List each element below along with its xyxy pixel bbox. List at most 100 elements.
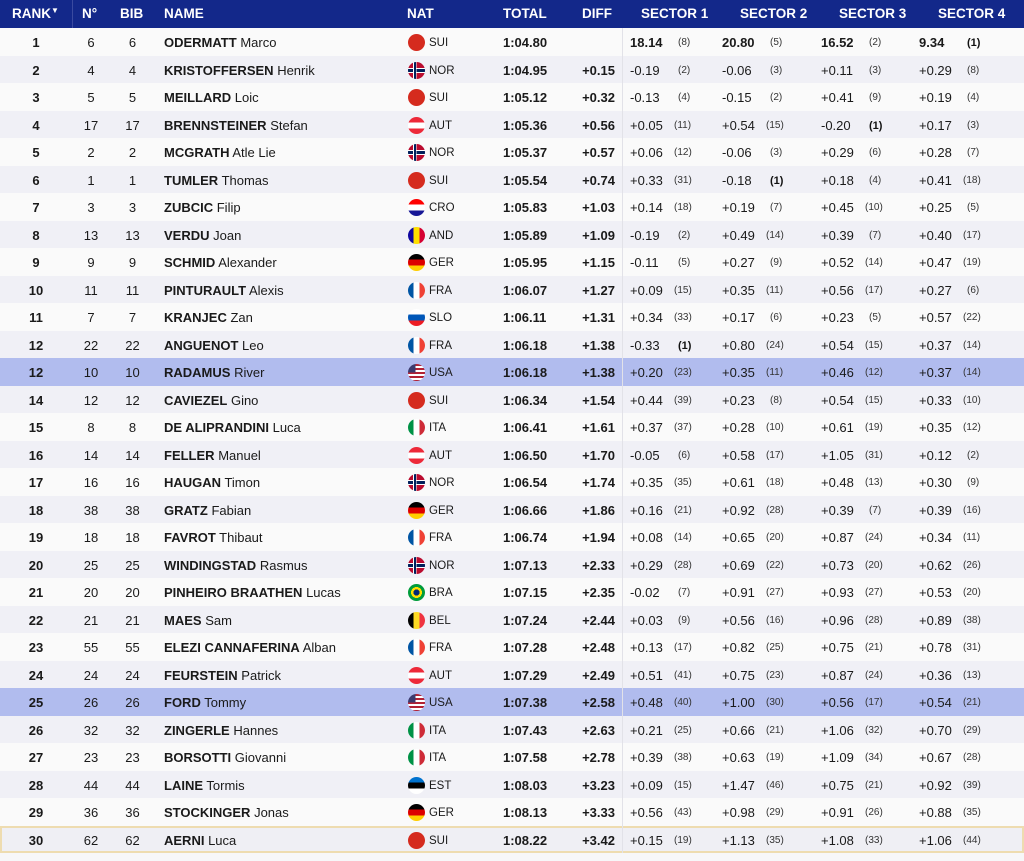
result-row[interactable]: 11 7 7 KRANJEC Zan SLO 1:06.11 +1.31 +0.3… bbox=[0, 303, 1024, 331]
athlete-name[interactable]: WINDINGSTAD Rasmus bbox=[164, 558, 308, 573]
bib: 8 bbox=[128, 420, 137, 435]
athlete-name[interactable]: MEILLARD Loic bbox=[164, 90, 259, 105]
result-row[interactable]: 17 16 16 HAUGAN Timon NOR 1:06.54 +1.74 +… bbox=[0, 468, 1024, 496]
result-row[interactable]: 7 3 3 ZUBCIC Filip CRO 1:05.83 +1.03 +0.1… bbox=[0, 193, 1024, 221]
last-name: FEURSTEIN bbox=[164, 667, 238, 683]
athlete-name[interactable]: FORD Tommy bbox=[164, 695, 246, 710]
column-sector-2[interactable]: SECTOR 2 bbox=[740, 6, 808, 21]
result-row[interactable]: 1 6 6 ODERMATT Marco SUI 1:04.80 18.14 (… bbox=[0, 28, 1024, 56]
athlete-name[interactable]: PINHEIRO BRAATHEN Lucas bbox=[164, 585, 341, 600]
athlete-name[interactable]: AERNI Luca bbox=[164, 833, 236, 848]
result-row[interactable]: 10 11 11 PINTURAULT Alexis FRA 1:06.07 +… bbox=[0, 275, 1024, 303]
result-row[interactable]: 5 2 2 MCGRATH Atle Lie NOR 1:05.37 +0.57… bbox=[0, 138, 1024, 166]
result-row[interactable]: 18 38 38 GRATZ Fabian GER 1:06.66 +1.86 +… bbox=[0, 495, 1024, 523]
result-row[interactable]: 22 21 21 MAES Sam BEL 1:07.24 +2.44 +0.03… bbox=[0, 605, 1024, 633]
column-divider bbox=[622, 578, 623, 606]
result-row[interactable]: 16 14 14 FELLER Manuel AUT 1:06.50 +1.70… bbox=[0, 440, 1024, 468]
column-divider bbox=[622, 605, 623, 633]
column-name[interactable]: NAME bbox=[164, 6, 204, 21]
column-bib[interactable]: BIB bbox=[120, 6, 144, 21]
sector-2-time: +0.49 bbox=[722, 227, 755, 243]
sector-3-rank: (1) bbox=[869, 119, 883, 132]
athlete-name[interactable]: ZUBCIC Filip bbox=[164, 200, 241, 215]
result-row[interactable]: 24 24 24 FEURSTEIN Patrick AUT 1:07.29 +… bbox=[0, 660, 1024, 688]
result-row[interactable]: 9 9 9 SCHMID Alexander GER 1:05.95 +1.15… bbox=[0, 248, 1024, 276]
result-row[interactable]: 6 1 1 TUMLER Thomas SUI 1:05.54 +0.74 +0.… bbox=[0, 165, 1024, 193]
athlete-name[interactable]: CAVIEZEL Gino bbox=[164, 393, 258, 408]
last-name: LAINE bbox=[164, 777, 203, 793]
rank: 29 bbox=[28, 805, 44, 820]
column-divider bbox=[622, 523, 623, 551]
column-diff[interactable]: DIFF bbox=[582, 6, 612, 21]
sector-3-rank: (28) bbox=[865, 614, 883, 626]
result-row[interactable]: 14 12 12 CAVIEZEL Gino SUI 1:06.34 +1.54… bbox=[0, 385, 1024, 413]
column-sector-3[interactable]: SECTOR 3 bbox=[839, 6, 907, 21]
result-row[interactable]: 15 8 8 DE ALIPRANDINI Luca ITA 1:06.41 +… bbox=[0, 413, 1024, 441]
sector-4-time: +0.25 bbox=[919, 200, 952, 215]
athlete-name[interactable]: HAUGAN Timon bbox=[164, 475, 260, 490]
athlete-name[interactable]: KRANJEC Zan bbox=[164, 310, 253, 325]
nation-code: AUT bbox=[429, 669, 452, 682]
column-sector-1[interactable]: SECTOR 1 bbox=[641, 6, 709, 21]
athlete-name[interactable]: STOCKINGER Jonas bbox=[164, 805, 289, 820]
total-time: 1:04.95 bbox=[503, 62, 548, 78]
nation-code: SUI bbox=[429, 834, 449, 847]
result-row[interactable]: 21 20 20 PINHEIRO BRAATHEN Lucas BRA 1:0… bbox=[0, 578, 1024, 606]
sector-4-time: +0.37 bbox=[919, 365, 952, 380]
athlete-name[interactable]: ZINGERLE Hannes bbox=[164, 723, 278, 738]
sector-1-rank: (6) bbox=[678, 449, 691, 461]
athlete-name[interactable]: VERDU Joan bbox=[164, 228, 241, 243]
result-row[interactable]: 8 13 13 VERDU Joan AND 1:05.89 +1.09 -0.1… bbox=[0, 220, 1024, 248]
result-row[interactable]: 29 36 36 STOCKINGER Jonas GER 1:08.13 +3… bbox=[0, 798, 1024, 826]
column-total[interactable]: TOTAL bbox=[503, 6, 547, 21]
bib: 22 bbox=[125, 337, 140, 353]
athlete-name[interactable]: DE ALIPRANDINI Luca bbox=[164, 420, 301, 435]
result-row[interactable]: 12 10 10 RADAMUS River USA 1:06.18 +1.38… bbox=[0, 358, 1024, 386]
result-row[interactable]: 28 44 44 LAINE Tormis EST 1:08.03 +3.23 +… bbox=[0, 770, 1024, 798]
result-row[interactable]: 26 32 32 ZINGERLE Hannes ITA 1:07.43 +2.… bbox=[0, 715, 1024, 743]
athlete-name[interactable]: TUMLER Thomas bbox=[164, 173, 269, 188]
column-sector-4[interactable]: SECTOR 4 bbox=[938, 6, 1006, 21]
athlete-name[interactable]: KRISTOFFERSEN Henrik bbox=[164, 63, 315, 78]
result-row[interactable]: 3 5 5 MEILLARD Loic SUI 1:05.12 +0.32 -0.… bbox=[0, 83, 1024, 111]
column-divider bbox=[622, 743, 623, 771]
athlete-name[interactable]: SCHMID Alexander bbox=[164, 255, 277, 270]
sector-4-rank: (9) bbox=[967, 477, 980, 488]
result-row[interactable]: 27 23 23 BORSOTTI Giovanni ITA 1:07.58 +… bbox=[0, 743, 1024, 771]
athlete-name[interactable]: PINTURAULT Alexis bbox=[164, 283, 284, 298]
column-no[interactable]: N° bbox=[82, 6, 98, 21]
result-row[interactable]: 20 25 25 WINDINGSTAD Rasmus NOR 1:07.13 … bbox=[0, 550, 1024, 578]
result-row[interactable]: 12 22 22 ANGUENOT Leo FRA 1:06.18 +1.38-… bbox=[0, 330, 1024, 358]
result-row[interactable]: 2 4 4 KRISTOFFERSEN Henrik NOR 1:04.95 +… bbox=[0, 55, 1024, 83]
athlete-name[interactable]: ELEZI CANNAFERINA Alban bbox=[164, 640, 336, 655]
athlete-name[interactable]: MCGRATH Atle Lie bbox=[164, 145, 276, 160]
result-row[interactable]: 4 17 17 BRENNSTEINER Stefan AUT 1:05.36 … bbox=[0, 110, 1024, 138]
result-row[interactable]: 30 62 62 AERNI Luca SUI 1:08.22 +3.42 +0.… bbox=[0, 825, 1024, 853]
athlete-name[interactable]: LAINE Tormis bbox=[164, 778, 245, 793]
athlete-name[interactable]: GRATZ Fabian bbox=[164, 503, 251, 518]
result-row[interactable]: 23 55 55 ELEZI CANNAFERINA Alban FRA 1:0… bbox=[0, 633, 1024, 661]
column-rank[interactable]: RANK▼ bbox=[12, 6, 59, 21]
result-row[interactable]: 19 18 18 FAVROT Thibaut FRA 1:06.74 +1.9… bbox=[0, 523, 1024, 551]
athlete-name[interactable]: FAVROT Thibaut bbox=[164, 530, 263, 545]
sector-1-time: +0.33 bbox=[630, 172, 663, 188]
first-name: Alban bbox=[302, 640, 336, 655]
athlete-name[interactable]: FEURSTEIN Patrick bbox=[164, 668, 281, 683]
athlete-name[interactable]: MAES Sam bbox=[164, 613, 232, 628]
athlete-name[interactable]: RADAMUS River bbox=[164, 365, 264, 380]
sector-2-time: +0.35 bbox=[722, 365, 755, 380]
column-nat[interactable]: NAT bbox=[407, 6, 434, 21]
athlete-name[interactable]: BRENNSTEINER Stefan bbox=[164, 118, 308, 133]
rank: 12 bbox=[28, 337, 44, 353]
athlete-name[interactable]: FELLER Manuel bbox=[164, 448, 261, 463]
sector-2-rank: (25) bbox=[766, 642, 784, 653]
nation-code: GER bbox=[429, 504, 454, 517]
start-number: 38 bbox=[83, 502, 99, 518]
athlete-name[interactable]: ANGUENOT Leo bbox=[164, 338, 264, 353]
start-number: 8 bbox=[87, 420, 95, 435]
rank: 30 bbox=[28, 832, 44, 848]
flag-aut-icon bbox=[408, 116, 425, 134]
athlete-name[interactable]: BORSOTTI Giovanni bbox=[164, 750, 286, 765]
athlete-name[interactable]: ODERMATT Marco bbox=[164, 35, 276, 50]
result-row[interactable]: 25 26 26 FORD Tommy USA 1:07.38 +2.58 +0.… bbox=[0, 688, 1024, 716]
